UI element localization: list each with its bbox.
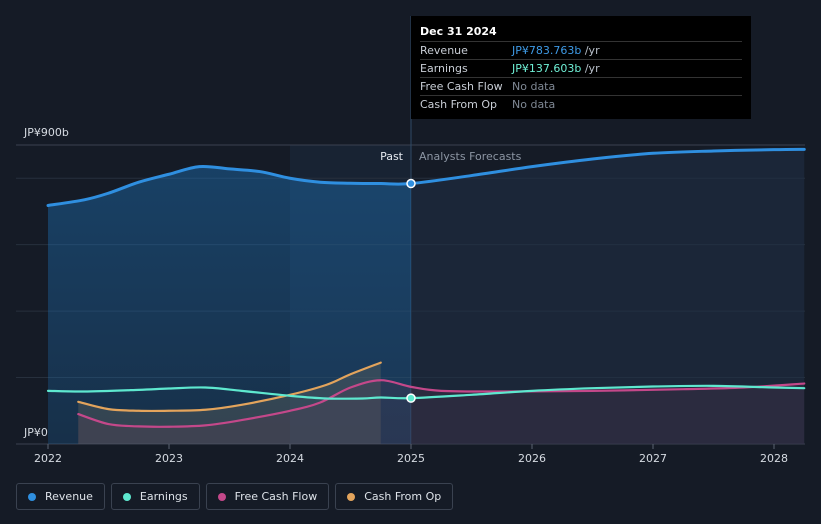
legend-dot-icon (122, 492, 131, 501)
series-markers (406, 178, 416, 403)
series-lines (46, 147, 806, 428)
tooltip-row-revenue: Revenue JP¥783.763b /yr (420, 42, 742, 60)
tooltip: Dec 31 2024 Revenue JP¥783.763b /yr Earn… (411, 16, 751, 119)
tooltip-value: No data (512, 80, 556, 93)
tooltip-label: Cash From Op (420, 98, 498, 111)
legend-item-cash-from-op[interactable]: Cash From Op (335, 483, 454, 510)
x-tick-label: 2026 (518, 452, 546, 465)
legend-item-free-cash-flow[interactable]: Free Cash Flow (205, 483, 330, 510)
tooltip-value: No data (512, 98, 556, 111)
tooltip-date: Dec 31 2024 (420, 24, 742, 42)
tooltip-unit: /yr (581, 62, 600, 75)
tooltip-label: Earnings (420, 62, 468, 75)
free-cash-flow-area (78, 380, 805, 444)
earnings-line (46, 384, 806, 400)
legend-dot-icon (28, 492, 36, 501)
x-tick-label: 2022 (34, 452, 62, 465)
legend-label: Revenue (45, 490, 93, 503)
revenue-line (46, 147, 806, 207)
x-tick-label: 2025 (397, 452, 425, 465)
tooltip-row-fcf: Free Cash Flow No data (420, 78, 742, 96)
legend-item-revenue[interactable]: Revenue (16, 483, 105, 510)
legend: Revenue Earnings Free Cash Flow Cash Fro… (16, 483, 454, 510)
revenue-marker (406, 178, 416, 189)
x-axis-ticks: 2022 2023 2024 2025 2026 2027 2028 (34, 444, 788, 465)
x-tick-label: 2024 (276, 452, 304, 465)
tooltip-row-earnings: Earnings JP¥137.603b /yr (420, 60, 742, 78)
y-axis-label-zero: JP¥0 (23, 426, 48, 439)
earnings-marker (406, 393, 416, 403)
tooltip-value: JP¥137.603b (512, 62, 582, 75)
legend-dot-icon (217, 492, 226, 501)
legend-label: Cash From Op (364, 490, 442, 503)
tooltip-label: Revenue (420, 44, 468, 57)
series-areas (48, 149, 805, 445)
revenue-area-past (48, 166, 411, 445)
past-label: Past (380, 150, 404, 163)
y-axis-label-top: JP¥900b (23, 126, 69, 139)
tooltip-row-cfo: Cash From Op No data (420, 96, 742, 113)
tooltip-value: JP¥783.763b (512, 44, 582, 57)
cash-from-op-area (78, 362, 381, 444)
revenue-area-forecast (411, 149, 805, 444)
x-tick-label: 2023 (155, 452, 183, 465)
forecast-label: Analysts Forecasts (419, 150, 522, 163)
legend-label: Earnings (139, 490, 188, 503)
legend-dot-icon (347, 492, 356, 501)
legend-item-earnings[interactable]: Earnings (110, 483, 200, 510)
tooltip-unit: /yr (581, 44, 600, 57)
x-tick-label: 2028 (760, 452, 788, 465)
legend-label: Free Cash Flow (234, 490, 318, 503)
cash-from-op-line (77, 361, 382, 413)
free-cash-flow-line (77, 379, 806, 428)
tooltip-label: Free Cash Flow (420, 80, 503, 93)
y-axis-labels: JP¥900b JP¥0 (23, 126, 69, 439)
x-tick-label: 2027 (639, 452, 667, 465)
